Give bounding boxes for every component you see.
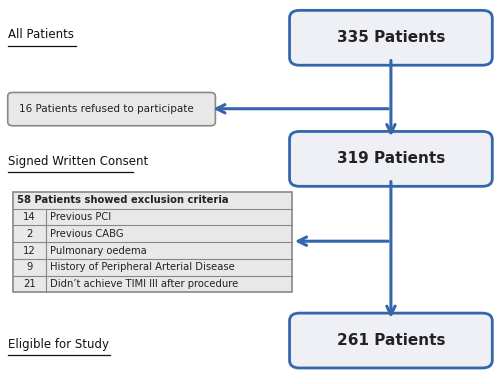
FancyBboxPatch shape — [290, 131, 492, 186]
Text: 335 Patients: 335 Patients — [336, 30, 445, 45]
Text: 21: 21 — [23, 279, 36, 289]
Text: 319 Patients: 319 Patients — [337, 151, 445, 166]
Bar — [12, 192, 292, 292]
Text: Previous CABG: Previous CABG — [50, 229, 124, 239]
Text: 261 Patients: 261 Patients — [336, 333, 445, 348]
Text: All Patients: All Patients — [8, 28, 74, 41]
Text: 58 Patients showed exclusion criteria: 58 Patients showed exclusion criteria — [16, 195, 228, 205]
Text: 16 Patients refused to participate: 16 Patients refused to participate — [18, 104, 194, 114]
Text: 9: 9 — [26, 262, 32, 272]
FancyBboxPatch shape — [290, 313, 492, 368]
Text: Signed Written Consent: Signed Written Consent — [8, 155, 148, 168]
Text: 12: 12 — [23, 245, 36, 255]
Text: History of Peripheral Arterial Disease: History of Peripheral Arterial Disease — [50, 262, 235, 272]
Text: 2: 2 — [26, 229, 32, 239]
Text: Didn’t achieve TIMI III after procedure: Didn’t achieve TIMI III after procedure — [50, 279, 238, 289]
Text: Pulmonary oedema: Pulmonary oedema — [50, 245, 147, 255]
Text: 14: 14 — [23, 212, 36, 222]
FancyBboxPatch shape — [8, 93, 216, 126]
Text: Previous PCI: Previous PCI — [50, 212, 112, 222]
Text: Eligible for Study: Eligible for Study — [8, 338, 108, 351]
FancyBboxPatch shape — [290, 10, 492, 65]
